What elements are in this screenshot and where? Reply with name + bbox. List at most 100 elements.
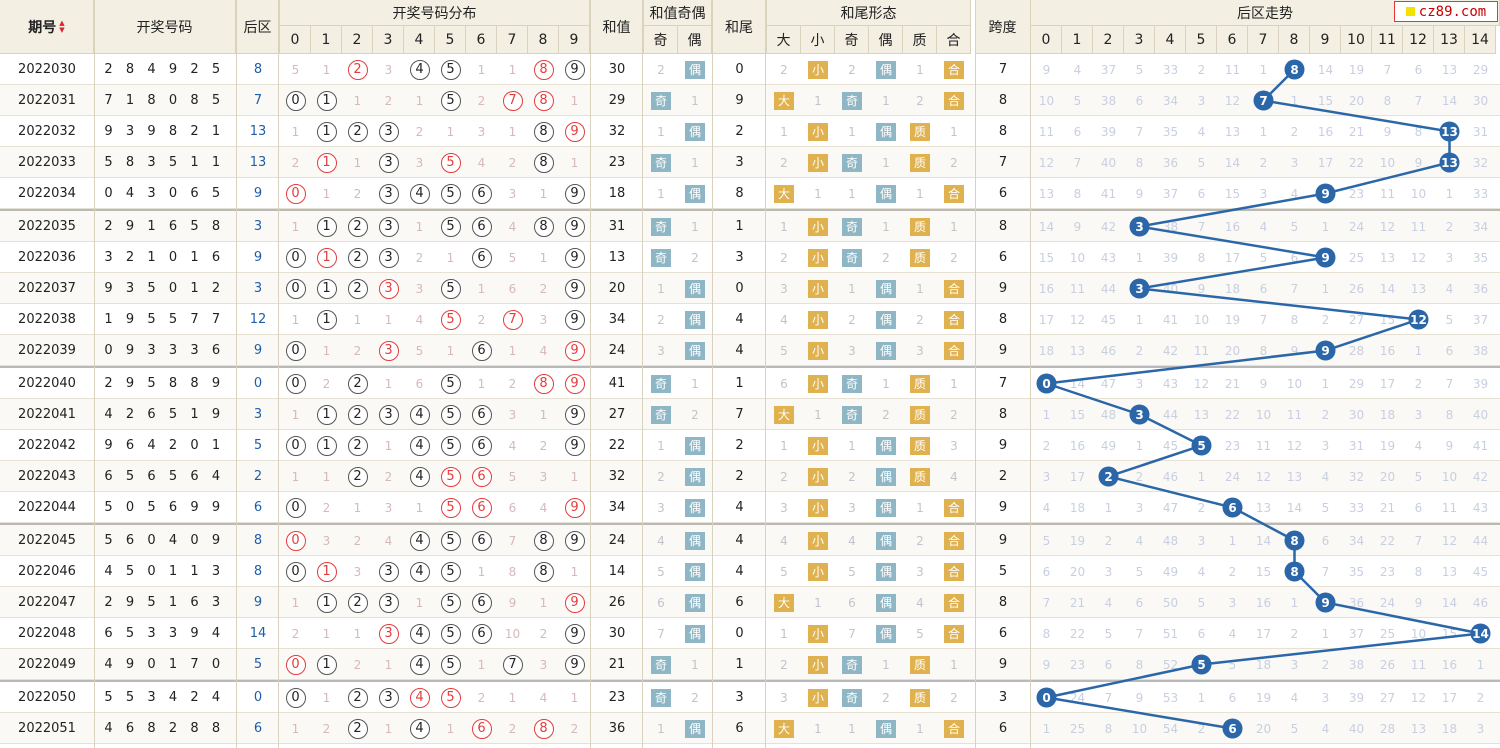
number-cell: 0 (168, 281, 178, 296)
row-divider (0, 177, 1500, 178)
trend-miss-cell: 11 (1069, 281, 1086, 296)
back-cell: 9 (253, 186, 263, 201)
sum-cell: 32 (608, 124, 626, 139)
trend-miss-cell: 19 (1348, 62, 1365, 77)
dist-miss: 1 (322, 626, 331, 641)
tail-big-cell-miss: 1 (780, 219, 788, 234)
trend-miss-cell: 35 (1162, 124, 1179, 139)
dist-hit: 2 (347, 278, 368, 299)
sum-cell: 34 (608, 500, 626, 515)
number-cell: 2 (104, 376, 113, 391)
dist-cell: 1 (280, 461, 311, 492)
trend-miss-cell: 46 (1100, 343, 1117, 358)
trend-miss-cell: 21 (1379, 500, 1396, 515)
dist-miss: 1 (570, 469, 579, 484)
dist-miss: 3 (477, 124, 486, 139)
dist-hit: 8 (533, 561, 554, 582)
tail-small-cell: 小 (801, 116, 835, 147)
sum-cell: 24 (608, 343, 626, 358)
trend-miss-cell: 8 (1445, 407, 1454, 422)
trend-point: 0 (1036, 373, 1057, 394)
tail-big-cell-miss: 4 (780, 312, 788, 327)
tail-cell: 0 (735, 281, 744, 296)
number-cell: 6 (211, 250, 221, 265)
dist-hit-repeat: 8 (533, 373, 554, 394)
dist-hit-repeat: 1 (316, 247, 337, 268)
trend-point-label: 5 (1197, 658, 1205, 672)
tail-small-cell-tag: 小 (808, 279, 828, 298)
number-cell: 0 (190, 438, 199, 453)
period-cell: 2022044 (18, 500, 76, 515)
dist-miss: 1 (539, 250, 548, 265)
number-cell: 1 (211, 124, 221, 139)
dist-hit: 4 (409, 435, 430, 456)
dist-hit: 5 (440, 561, 461, 582)
trend-miss-cell: 11 (1286, 407, 1303, 422)
trend-miss-cell: 14 (1224, 155, 1241, 170)
tail-odd-cell-tag: 奇 (842, 217, 862, 236)
dist-hit: 1 (316, 278, 337, 299)
trend-miss-cell: 1 (1259, 62, 1268, 77)
dist-cell: 1 (280, 399, 311, 430)
sum-even-cell: 偶 (678, 116, 712, 147)
header-numbers: 开奖号码 (94, 0, 236, 54)
trend-miss-cell: 1 (1104, 500, 1113, 515)
table-row (0, 335, 1500, 366)
trend-miss-cell: 12 (1193, 376, 1210, 391)
site-logo[interactable]: cz89.com (1394, 1, 1498, 22)
trend-miss-cell: 33 (1348, 500, 1365, 515)
number-cell: 8 (168, 124, 178, 139)
dist-miss: 3 (322, 533, 331, 548)
column-divider (642, 0, 643, 748)
trend-miss-cell: 3 (1321, 438, 1330, 453)
number-cell: 2 (104, 595, 113, 610)
number-cell: 9 (104, 438, 113, 453)
number-cell: 5 (211, 186, 221, 201)
trend-miss-cell: 9 (1383, 124, 1392, 139)
trend-miss-cell: 9 (1259, 376, 1268, 391)
tail-even-cell: 1 (869, 368, 903, 399)
dist-hit-repeat: 6 (471, 497, 492, 518)
tail-odd-cell: 1 (835, 116, 869, 147)
trend-miss-cell: 13 (1255, 500, 1272, 515)
dist-miss: 1 (415, 500, 424, 515)
number-cell: 3 (104, 250, 113, 265)
dist-miss: 6 (508, 281, 517, 296)
tail-small-cell: 小 (801, 211, 835, 242)
dist-cell: 2 (311, 368, 342, 399)
dist-cell: 4 (404, 618, 435, 649)
trend-miss-cell: 38 (1100, 93, 1117, 108)
trend-miss-cell: 5 (1259, 250, 1268, 265)
dist-hit: 1 (316, 309, 337, 330)
trend-miss-cell: 13 (1379, 250, 1396, 265)
trend-miss-cell: 8 (1135, 155, 1144, 170)
tail-prime-cell-tag: 质 (910, 153, 930, 172)
span-cell: 8 (998, 407, 1008, 422)
trend-point: 3 (1129, 216, 1150, 237)
dist-miss: 1 (322, 186, 331, 201)
number-cell: 9 (104, 124, 113, 139)
dist-miss: 8 (508, 564, 517, 579)
span-cell: 8 (998, 124, 1008, 139)
dist-hit: 3 (378, 152, 399, 173)
tail-composite-cell: 合 (937, 618, 971, 649)
number-cell: 5 (104, 500, 113, 515)
sum-odd-cell: 3 (644, 335, 678, 366)
trend-miss-cell: 36 (1348, 595, 1365, 610)
sum-odd-cell: 7 (644, 618, 678, 649)
dist-cell: 5 (435, 461, 466, 492)
span-cell: 9 (998, 281, 1008, 296)
tail-big-cell-tag: 大 (774, 593, 794, 612)
sum-even-cell-miss: 1 (691, 155, 699, 170)
dist-hit: 9 (564, 404, 585, 425)
header-period[interactable]: 期号 ▲ ▼ (0, 0, 94, 54)
sum-odd-cell: 奇 (644, 147, 678, 178)
header-back: 后区 (236, 0, 280, 54)
tail-prime-cell: 质 (903, 368, 937, 399)
dist-hit: 6 (471, 183, 492, 204)
header-trend-col: 2 (1093, 26, 1124, 54)
trend-miss-cell: 19 (1379, 438, 1396, 453)
trend-miss-cell: 27 (1348, 312, 1365, 327)
tail-even-cell-tag: 偶 (876, 624, 896, 643)
trend-miss-cell: 18 (1038, 343, 1055, 358)
